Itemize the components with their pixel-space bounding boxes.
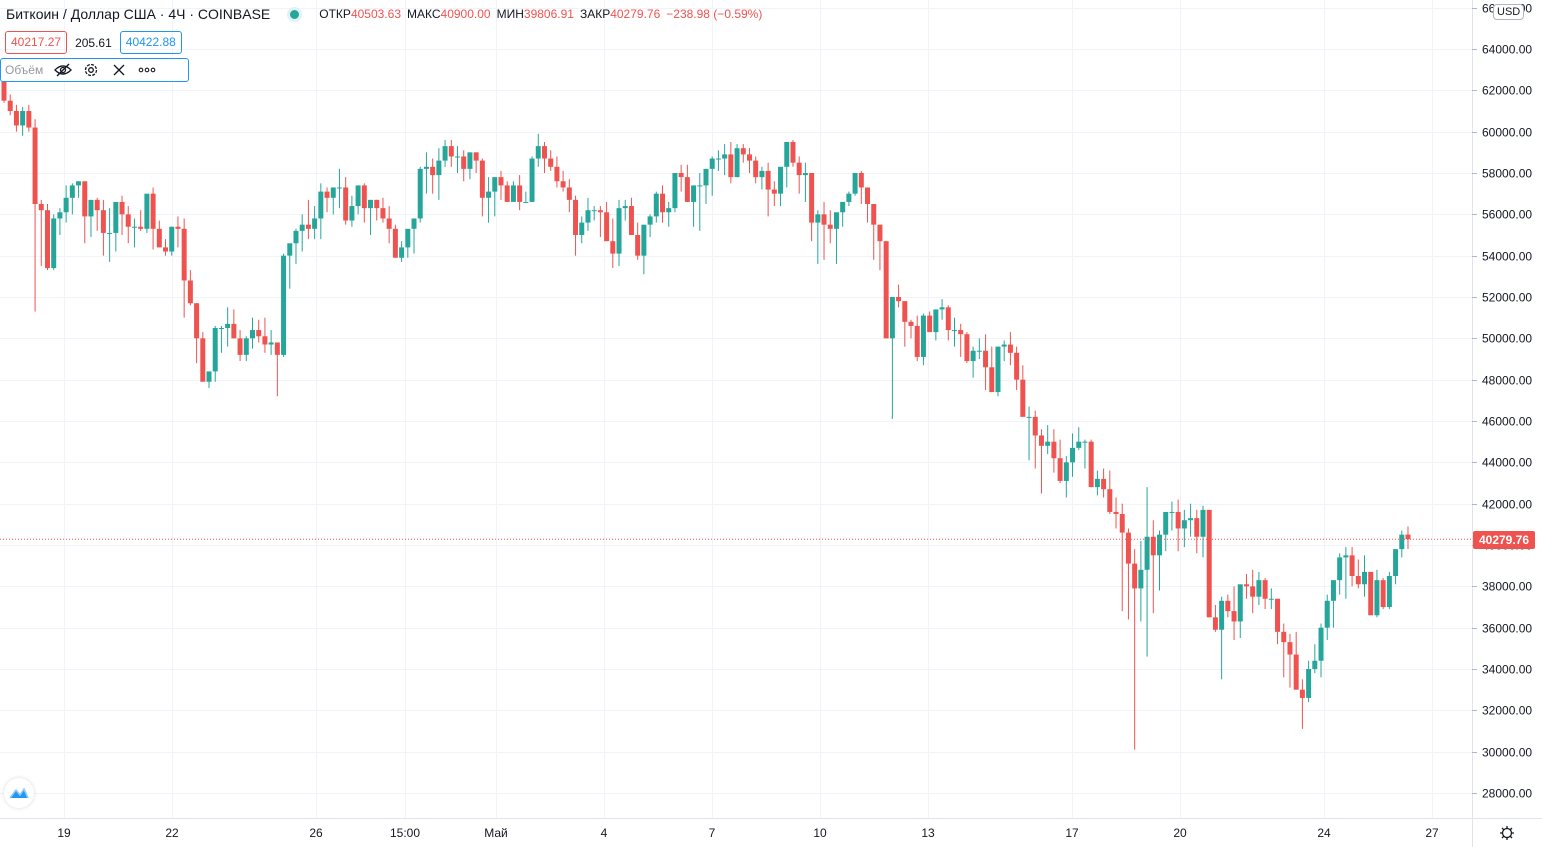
gear-icon[interactable] — [77, 62, 105, 78]
price-tick-label: 52000.00 — [1482, 291, 1532, 305]
bid-ask-row: 40217.27 205.61 40422.88 — [5, 31, 182, 54]
more-icon[interactable] — [133, 67, 161, 73]
price-axis-labels[interactable]: 28000.00 30000.00 32000.00 34000.00 36000.00… — [1472, 2, 1532, 801]
time-tick-label: Май — [484, 826, 508, 840]
price-tick-label: 46000.00 — [1482, 415, 1532, 429]
price-tick-label: 50000.00 — [1482, 332, 1532, 346]
volume-label: Объём — [5, 63, 44, 77]
currency-button[interactable]: USD — [1493, 4, 1525, 20]
price-tick-label: 44000.00 — [1482, 456, 1532, 470]
candles — [1, 77, 1411, 750]
buy-button[interactable]: 40422.88 — [119, 31, 182, 54]
low-value: 39806.91 — [523, 7, 574, 21]
symbol-title[interactable]: Биткоин / Доллар США · 4Ч · COINBASE — [6, 6, 271, 22]
time-tick-label: 20 — [1173, 826, 1187, 840]
price-tick-label: 42000.00 — [1482, 498, 1532, 512]
time-tick-label: 4 — [601, 826, 608, 840]
close-value: 40279.76 — [610, 7, 661, 21]
close-icon[interactable] — [105, 64, 133, 76]
time-tick-label: 17 — [1065, 826, 1079, 840]
time-tick-label: 27 — [1425, 826, 1439, 840]
time-tick-label: 10 — [813, 826, 827, 840]
price-tick-label: 36000.00 — [1482, 622, 1532, 636]
price-tick-label: 54000.00 — [1482, 250, 1532, 264]
chart-settings-gear-icon[interactable] — [1499, 825, 1515, 846]
price-tick-label: 56000.00 — [1482, 208, 1532, 222]
price-tick-label: 60000.00 — [1482, 126, 1532, 140]
change-value: −238.98 (−0.59%) — [666, 7, 763, 21]
high-label: МАКС — [407, 7, 441, 21]
price-tick-label: 48000.00 — [1482, 374, 1532, 388]
close-label: ЗАКР — [579, 7, 611, 21]
price-tick-label: 64000.00 — [1482, 43, 1532, 57]
time-axis-labels[interactable]: 19 22 26 15:00 Май 4 7 10 13 17 20 24 27 — [57, 826, 1439, 840]
tradingview-logo-icon[interactable] — [4, 778, 34, 808]
sell-button[interactable]: 40217.27 — [5, 31, 68, 54]
price-tick-label: 38000.00 — [1482, 580, 1532, 594]
volume-indicator-legend[interactable]: Объём — [0, 58, 189, 82]
price-tick-label: 30000.00 — [1482, 746, 1532, 760]
open-label: ОТКР — [319, 7, 351, 21]
high-value: 40900.00 — [440, 7, 491, 21]
open-value: 40503.63 — [350, 7, 401, 21]
price-tick-label: 28000.00 — [1482, 787, 1532, 801]
time-tick-label: 13 — [921, 826, 935, 840]
price-tick-label: 32000.00 — [1482, 704, 1532, 718]
chart-grid — [0, 0, 1472, 818]
last-price-label: 40279.76 — [1473, 531, 1535, 549]
eye-hidden-icon[interactable] — [49, 63, 77, 77]
time-tick-label: 22 — [165, 826, 179, 840]
time-tick-label: 26 — [309, 826, 323, 840]
time-tick-label: 7 — [709, 826, 716, 840]
time-tick-label: 15:00 — [390, 826, 420, 840]
low-label: МИН — [496, 7, 524, 21]
price-tick-label: 34000.00 — [1482, 663, 1532, 677]
symbol-legend: Биткоин / Доллар США · 4Ч · COINBASE ОТК… — [6, 6, 762, 22]
spread-value: 205.61 — [75, 35, 112, 50]
time-tick-label: 24 — [1317, 826, 1331, 840]
price-tick-label: 58000.00 — [1482, 167, 1532, 181]
market-status-dot-icon[interactable] — [290, 9, 300, 19]
price-tick-label: 62000.00 — [1482, 84, 1532, 98]
time-tick-label: 19 — [57, 826, 71, 840]
